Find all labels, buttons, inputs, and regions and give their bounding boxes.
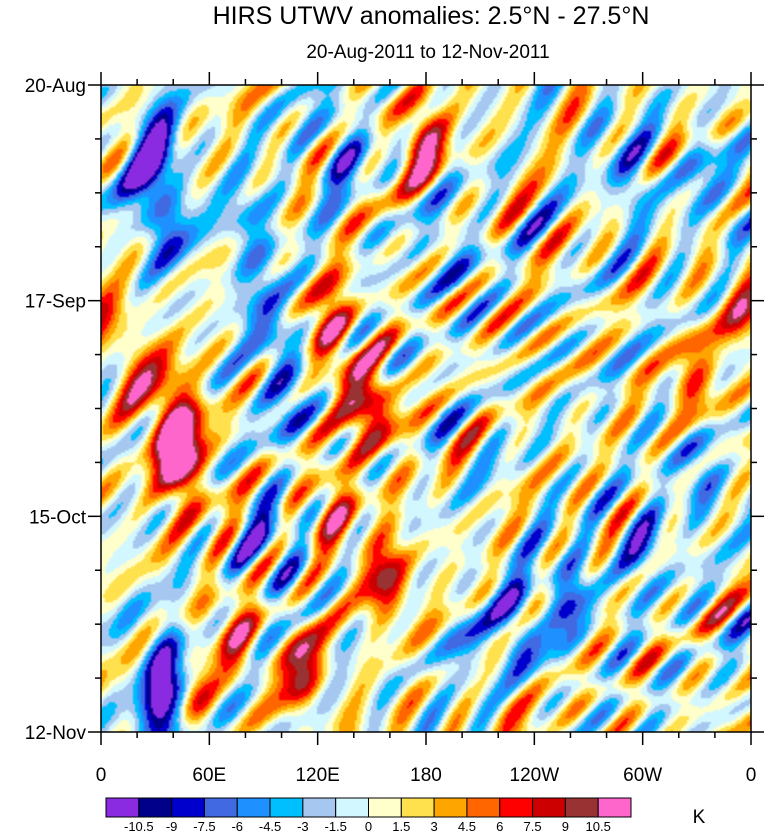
x-tick-label: 0 [746, 765, 757, 786]
colorbar-label: -7.5 [193, 819, 215, 834]
colorbar-label: 7.5 [524, 819, 542, 834]
y-tick-label: 20-Aug [25, 76, 86, 97]
colorbar-label: 1.5 [392, 819, 410, 834]
colorbar-label: -1.5 [324, 819, 346, 834]
colorbar-label: 9 [562, 819, 569, 834]
colorbar-label: -9 [166, 819, 178, 834]
colorbar-swatch [269, 797, 304, 818]
colorbar-swatch [171, 797, 205, 818]
colorbar-label: -6 [231, 819, 243, 834]
colorbar-swatch [105, 797, 140, 818]
colorbar-swatch [400, 797, 435, 818]
colorbar-swatch [302, 797, 337, 818]
colorbar-swatch [203, 797, 238, 818]
colorbar-swatch [499, 797, 534, 818]
colorbar-swatch [532, 797, 566, 818]
chart-subtitle: 20-Aug-2011 to 12-Nov-2011 [306, 42, 549, 63]
colorbar-swatch [368, 797, 402, 818]
y-tick-label: 12-Nov [25, 723, 87, 744]
colorbar-label: 0 [365, 819, 372, 834]
colorbar-label: -10.5 [124, 819, 154, 834]
colorbar: -10.5 -9 -7.5 -6 -4.5 -3 -1.5 0 1.5 3 4.5 6 7.5 9 10.5… [105, 797, 706, 834]
colorbar-label: -3 [297, 819, 309, 834]
colorbar-swatch [335, 797, 369, 818]
y-tick-label: 17-Sep [25, 292, 86, 313]
x-tick-label: 0 [96, 765, 107, 786]
colorbar-label: 3 [431, 819, 438, 834]
colorbar-label: 6 [496, 819, 503, 834]
x-axis: 0 60E 120E 180 120W 60W 0 [96, 72, 757, 786]
y-tick-label: 15-Oct [29, 507, 87, 528]
colorbar-swatch [564, 797, 599, 818]
colorbar-label: -4.5 [259, 819, 281, 834]
colorbar-swatch [466, 797, 501, 818]
colorbar-unit-label: K [693, 807, 706, 828]
chart-title: HIRS UTWV anomalies: 2.5°N - 27.5°N [213, 2, 650, 30]
colorbar-label: 4.5 [458, 819, 476, 834]
y-axis: 20-Aug 17-Sep 15-Oct 12-Nov [25, 76, 764, 744]
x-tick-label: 180 [410, 765, 442, 786]
colorbar-swatch [597, 797, 632, 818]
colorbar-swatch [138, 797, 173, 818]
x-tick-label: 120E [295, 765, 339, 786]
x-tick-label: 60E [192, 765, 226, 786]
x-tick-label: 60W [623, 765, 662, 786]
colorbar-swatch [433, 797, 468, 818]
x-tick-label: 120W [510, 765, 560, 786]
anomaly-field [101, 85, 751, 732]
colorbar-label: 10.5 [586, 819, 611, 834]
colorbar-swatch [236, 797, 271, 818]
